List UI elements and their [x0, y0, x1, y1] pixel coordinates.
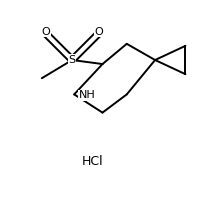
Text: S: S	[68, 55, 75, 65]
Text: O: O	[41, 27, 50, 37]
Text: NH: NH	[79, 90, 95, 100]
Text: O: O	[94, 27, 102, 37]
Text: HCl: HCl	[81, 155, 103, 168]
